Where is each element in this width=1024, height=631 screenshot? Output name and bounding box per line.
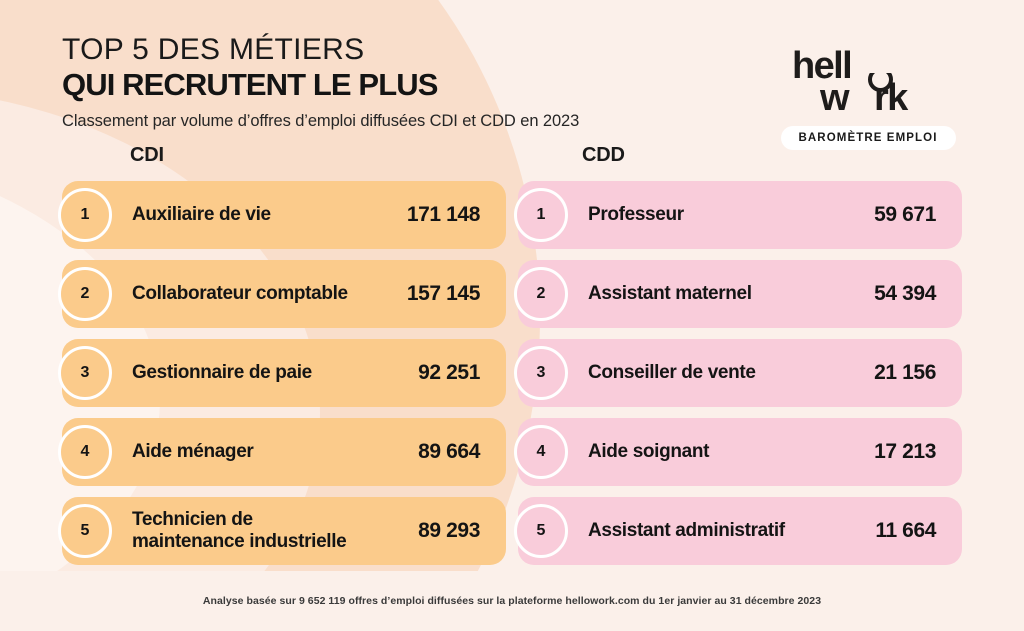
rank-badge: 4 bbox=[58, 425, 112, 479]
job-count: 11 664 bbox=[875, 519, 936, 542]
rank-badge: 5 bbox=[514, 504, 568, 558]
job-count: 89 664 bbox=[418, 440, 480, 463]
page-title-line-2: QUI RECRUTENT LE PLUS bbox=[62, 67, 438, 103]
rank-badge: 1 bbox=[58, 188, 112, 242]
ranking-row-cdd-3: 3 Conseiller de vente 21 156 bbox=[514, 339, 962, 407]
job-count: 92 251 bbox=[418, 361, 480, 384]
job-title: Assistant maternel bbox=[588, 282, 752, 304]
footer-note: Analyse basée sur 9 652 119 offres d’emp… bbox=[202, 595, 822, 607]
rank-badge: 3 bbox=[58, 346, 112, 400]
job-count: 89 293 bbox=[418, 519, 480, 542]
rank-badge: 3 bbox=[514, 346, 568, 400]
ranking-row-cdd-2: 2 Assistant maternel 54 394 bbox=[514, 260, 962, 328]
ranking-row-cdi-1: 1 Auxiliaire de vie 171 148 bbox=[58, 181, 506, 249]
ranking-row-cdi-3: 3 Gestionnaire de paie 92 251 bbox=[58, 339, 506, 407]
page-subtitle: Classement par volume d’offres d’emploi … bbox=[62, 112, 580, 131]
job-title: Conseiller de vente bbox=[588, 361, 756, 383]
job-title: Gestionnaire de paie bbox=[132, 361, 312, 383]
job-title: Auxiliaire de vie bbox=[132, 203, 271, 225]
hellowork-logo: hell w rk BAROMÈTRE EMPLOI bbox=[768, 47, 968, 150]
job-title: Technicien de maintenance industrielle bbox=[132, 508, 347, 552]
ranking-row-cdi-2: 2 Collaborateur comptable 157 145 bbox=[58, 260, 506, 328]
hellowork-logo-mark: hell w rk bbox=[792, 47, 944, 119]
job-count: 21 156 bbox=[874, 361, 936, 384]
job-title: Aide ménager bbox=[132, 440, 254, 462]
job-title: Professeur bbox=[588, 203, 684, 225]
job-title: Aide soignant bbox=[588, 440, 710, 462]
barometre-emploi-badge: BAROMÈTRE EMPLOI bbox=[780, 126, 956, 150]
column-header-cdd: CDD bbox=[582, 144, 625, 166]
page-title-line-1: TOP 5 DES MÉTIERS bbox=[62, 33, 365, 66]
ranking-row-cdd-4: 4 Aide soignant 17 213 bbox=[514, 418, 962, 486]
job-title: Collaborateur comptable bbox=[132, 282, 348, 304]
logo-shared-o-mask bbox=[866, 64, 896, 73]
ranking-list-cdi: 1 Auxiliaire de vie 171 148 2 Collaborat… bbox=[58, 181, 506, 576]
ranking-row-cdd-5: 5 Assistant administratif 11 664 bbox=[514, 497, 962, 565]
logo-text-hello: hell bbox=[792, 45, 853, 87]
rank-badge: 2 bbox=[514, 267, 568, 321]
logo-text-work: w rk bbox=[820, 77, 908, 119]
rank-badge: 4 bbox=[514, 425, 568, 479]
job-title: Assistant administratif bbox=[588, 519, 785, 541]
rank-badge: 2 bbox=[58, 267, 112, 321]
rank-badge: 5 bbox=[58, 504, 112, 558]
page-header: TOP 5 DES MÉTIERS QUI RECRUTENT LE PLUS … bbox=[62, 33, 762, 131]
ranking-list-cdd: 1 Professeur 59 671 2 Assistant maternel… bbox=[514, 181, 962, 576]
job-count: 54 394 bbox=[874, 282, 936, 305]
rank-badge: 1 bbox=[514, 188, 568, 242]
ranking-row-cdi-4: 4 Aide ménager 89 664 bbox=[58, 418, 506, 486]
column-header-cdi: CDI bbox=[130, 144, 164, 166]
ranking-row-cdi-5: 5 Technicien de maintenance industrielle… bbox=[58, 497, 506, 565]
ranking-row-cdd-1: 1 Professeur 59 671 bbox=[514, 181, 962, 249]
job-count: 157 145 bbox=[406, 282, 481, 305]
job-count: 59 671 bbox=[874, 203, 936, 226]
job-count: 17 213 bbox=[874, 440, 936, 463]
job-count: 171 148 bbox=[406, 203, 481, 226]
logo-text-work-head: w bbox=[820, 77, 850, 119]
